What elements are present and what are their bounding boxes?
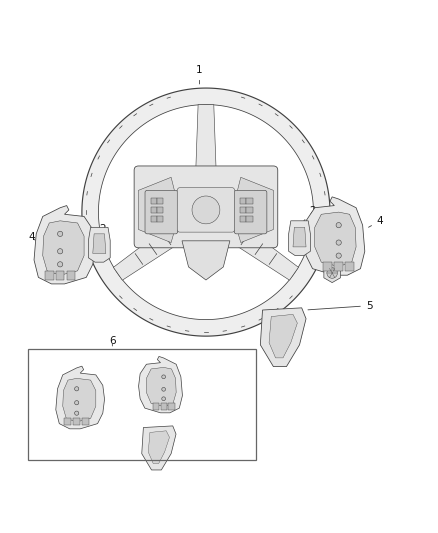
- Circle shape: [162, 397, 166, 401]
- Polygon shape: [289, 221, 311, 256]
- Polygon shape: [269, 314, 297, 358]
- Polygon shape: [157, 207, 163, 213]
- FancyBboxPatch shape: [177, 188, 235, 232]
- Polygon shape: [304, 197, 365, 275]
- Polygon shape: [56, 366, 105, 429]
- Text: 5: 5: [308, 301, 372, 311]
- Polygon shape: [73, 418, 80, 425]
- Circle shape: [57, 262, 63, 267]
- Polygon shape: [64, 418, 71, 425]
- FancyBboxPatch shape: [234, 190, 267, 234]
- Text: 2: 2: [95, 224, 106, 239]
- Circle shape: [74, 387, 79, 391]
- Circle shape: [336, 223, 341, 228]
- Polygon shape: [146, 367, 176, 407]
- Polygon shape: [138, 177, 180, 243]
- Polygon shape: [45, 271, 53, 279]
- Polygon shape: [323, 262, 332, 271]
- Polygon shape: [232, 177, 273, 243]
- Polygon shape: [82, 88, 330, 336]
- Polygon shape: [82, 418, 89, 425]
- Polygon shape: [142, 426, 176, 470]
- Text: 2: 2: [304, 206, 316, 221]
- Polygon shape: [324, 263, 340, 282]
- FancyBboxPatch shape: [134, 166, 278, 248]
- Circle shape: [57, 231, 63, 237]
- Circle shape: [327, 268, 337, 278]
- Polygon shape: [240, 207, 246, 213]
- Polygon shape: [43, 221, 84, 275]
- Polygon shape: [247, 198, 253, 204]
- Polygon shape: [113, 216, 194, 280]
- Polygon shape: [195, 104, 217, 190]
- Polygon shape: [93, 234, 106, 254]
- Polygon shape: [151, 198, 157, 204]
- Circle shape: [74, 411, 79, 415]
- Polygon shape: [260, 308, 306, 367]
- Text: 1: 1: [196, 65, 203, 84]
- Text: 3: 3: [340, 267, 350, 277]
- Circle shape: [162, 387, 166, 391]
- Polygon shape: [345, 262, 354, 271]
- Polygon shape: [67, 271, 75, 279]
- Polygon shape: [148, 431, 170, 463]
- Polygon shape: [157, 198, 163, 204]
- Circle shape: [74, 401, 79, 405]
- Polygon shape: [240, 215, 246, 222]
- Polygon shape: [168, 403, 175, 410]
- Polygon shape: [63, 378, 96, 422]
- FancyBboxPatch shape: [145, 190, 178, 234]
- Circle shape: [57, 249, 63, 254]
- Polygon shape: [34, 206, 95, 284]
- Text: 4: 4: [28, 232, 35, 242]
- Polygon shape: [334, 262, 343, 271]
- Polygon shape: [138, 357, 183, 413]
- Circle shape: [336, 253, 341, 258]
- Circle shape: [162, 375, 166, 378]
- Polygon shape: [182, 241, 230, 280]
- Polygon shape: [160, 403, 167, 410]
- Polygon shape: [240, 198, 246, 204]
- Polygon shape: [218, 216, 298, 280]
- Text: 4: 4: [368, 216, 383, 227]
- Polygon shape: [247, 207, 253, 213]
- Polygon shape: [153, 403, 159, 410]
- Polygon shape: [247, 215, 253, 222]
- Polygon shape: [151, 207, 157, 213]
- Circle shape: [192, 196, 220, 224]
- Text: 6: 6: [109, 336, 116, 346]
- Polygon shape: [157, 215, 163, 222]
- Polygon shape: [293, 228, 306, 247]
- Polygon shape: [56, 271, 64, 279]
- Circle shape: [336, 240, 341, 245]
- Polygon shape: [151, 215, 157, 222]
- Polygon shape: [315, 212, 356, 266]
- Polygon shape: [88, 228, 110, 262]
